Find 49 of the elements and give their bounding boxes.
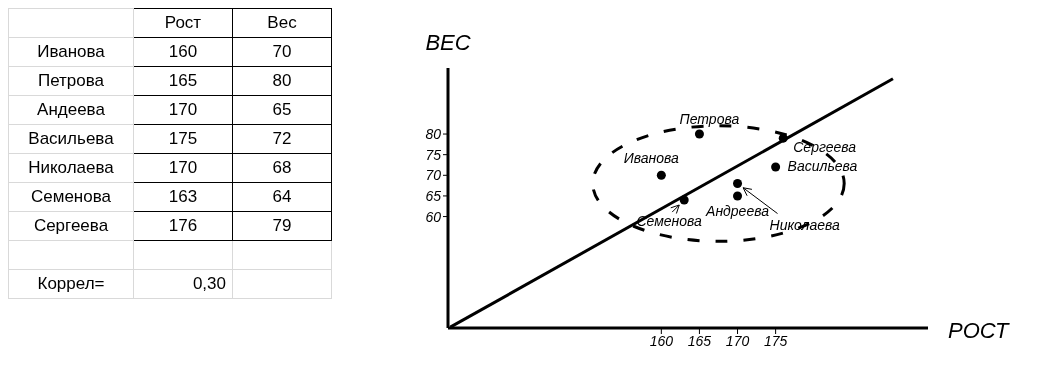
point [679,195,689,205]
data-label: 70 [232,37,332,67]
annotation: Семенова [636,213,703,230]
y-tick-label: 70 [425,167,442,184]
category-label: Андеева [8,95,134,125]
annotation: Петрова [679,111,740,128]
data-label: 160 [133,37,233,67]
x-axis-title: РОСТ [948,317,1010,343]
data-label: 165 [133,66,233,96]
data-label: 170 [133,153,233,183]
category-label: Семенова [8,182,134,212]
data-label: 163 [133,182,233,212]
data-label: 65 [232,95,332,125]
point [656,170,666,180]
data-label: 68 [232,153,332,183]
x-tick-label: 175 [763,332,788,349]
category-label: Сергеева [8,211,134,241]
x-tick-label: 165 [687,332,712,349]
point [733,191,743,201]
x-tick-label: 160 [649,332,674,349]
category-label: Иванова [8,37,134,67]
data-label: 64 [232,182,332,212]
y-tick-label: 75 [425,146,442,163]
data-label: 170 [133,95,233,125]
y-tick-label: 60 [425,208,442,225]
data-label: 79 [232,211,332,241]
point [771,162,781,172]
data-label: 176 [133,211,233,241]
category-label: Васильева [8,124,134,154]
annotation: Андреева [705,202,770,219]
text: Коррел= [8,269,134,299]
text: Вес [232,8,332,38]
text: 0,30 [133,269,233,299]
data-label: 175 [133,124,233,154]
annotation: Иванова [623,150,680,167]
y-tick-label: 80 [425,126,442,142]
data-label: 80 [232,66,332,96]
y-axis-title: ВЕС [425,30,471,55]
annotation: Сергеева [793,139,857,156]
y-tick-label: 65 [425,187,442,204]
category-label: Николаева [8,153,134,183]
point [694,129,704,139]
annotation: Николаева [769,216,840,233]
category-label: Петрова [8,66,134,96]
text: Рост [133,8,233,38]
x-tick-label: 170 [725,332,750,349]
point [733,179,743,189]
data-label: 72 [232,124,332,154]
annotation: Васильева [787,158,858,175]
